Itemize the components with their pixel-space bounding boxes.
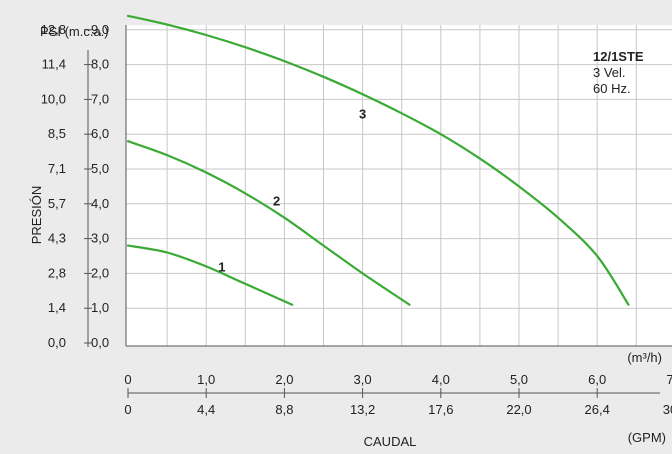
plot-area [126,25,672,346]
y-tick-label-psi: 4,3 [48,231,66,246]
x-tick-label-gpm: 8,8 [275,402,293,417]
curve-label-1: 1 [218,259,225,274]
x-tick-label-m3h: 0 [124,372,131,387]
y-tick-label-psi: 0,0 [48,335,66,350]
x-units-secondary: (GPM) [628,430,666,445]
x-units-primary: (m³/h) [627,350,662,365]
y-tick-label-psi: 10,0 [41,91,66,106]
curve-series-2 [126,140,411,306]
curve-labels: 1 2 3 [218,106,366,274]
x-tick-label-gpm: 0 [124,402,131,417]
x-axis-title: CAUDAL [364,434,417,449]
y-ticks: 0,0 0,0 1,4 1,0 2,8 2,0 4,3 3,0 5,7 4,0 7,1 5,0 8,5 6… [41,22,109,350]
y-tick-label-psi: 11,4 [42,57,66,72]
x-tick-label-gpm: 26,4 [585,402,610,417]
curve-label-2: 2 [273,193,280,208]
speed-label: 3 Vel. [593,65,626,80]
x-tick-label-m3h: 3,0 [354,372,372,387]
x-tick-label-gpm: 4,4 [197,402,215,417]
y-tick-label-psi: 2,8 [48,265,66,280]
x-tick-label-m3h: 4,0 [432,372,450,387]
y-tick-label-psi: 1,4 [48,300,66,315]
model-label: 12/1STE [593,49,644,64]
x-tick-label-m3h: 1,0 [197,372,215,387]
y-tick-label-mca: 2,0 [91,265,109,280]
y-tick-label-psi: 5,7 [48,196,66,211]
y-tick-label-mca: 1,0 [91,300,109,315]
x-tick-label-gpm: 30,8 [663,402,672,417]
y-axis-title: PRESIÓN [29,186,44,245]
y-tick-label-mca: 3,0 [91,231,109,246]
curve-series-1 [126,244,294,306]
y-tick-label-psi: 7,1 [48,161,66,176]
x-tick-label-m3h: 6,0 [588,372,606,387]
x-tick-label-m3h: 5,0 [510,372,528,387]
y-tick-label-mca: 7,0 [91,91,109,106]
axes [125,25,672,347]
y-tick-label-mca: 8,0 [91,57,109,72]
x-ticks: 0 0 1,0 4,4 2,0 8,8 3,0 13,2 4,0 17,6 5,0 22,0 6,0 26… [124,372,672,417]
y-tick-label-psi: 8,5 [48,126,66,141]
y-tick-label-mca: 0,0 [91,335,109,350]
y-tick-label-mca: 9,0 [91,22,109,37]
y-tick-label-mca: 5,0 [91,161,109,176]
x-tick-label-m3h: 7,0 [666,372,672,387]
x-tick-label-gpm: 22,0 [506,402,531,417]
x-tick-label-gpm: 13,2 [350,402,375,417]
freq-label: 60 Hz. [593,81,631,96]
y-tick-label-psi: 12,8 [41,22,66,37]
curves [126,14,630,306]
y-units-label: PSI (m.c.a.) [40,24,109,39]
curve-label-3: 3 [359,106,366,121]
x-tick-label-gpm: 17,6 [428,402,453,417]
x-tick-label-m3h: 2,0 [275,372,293,387]
y-tick-label-mca: 6,0 [91,126,109,141]
curve-series-3 [126,14,630,306]
y-tick-label-mca: 4,0 [91,196,109,211]
